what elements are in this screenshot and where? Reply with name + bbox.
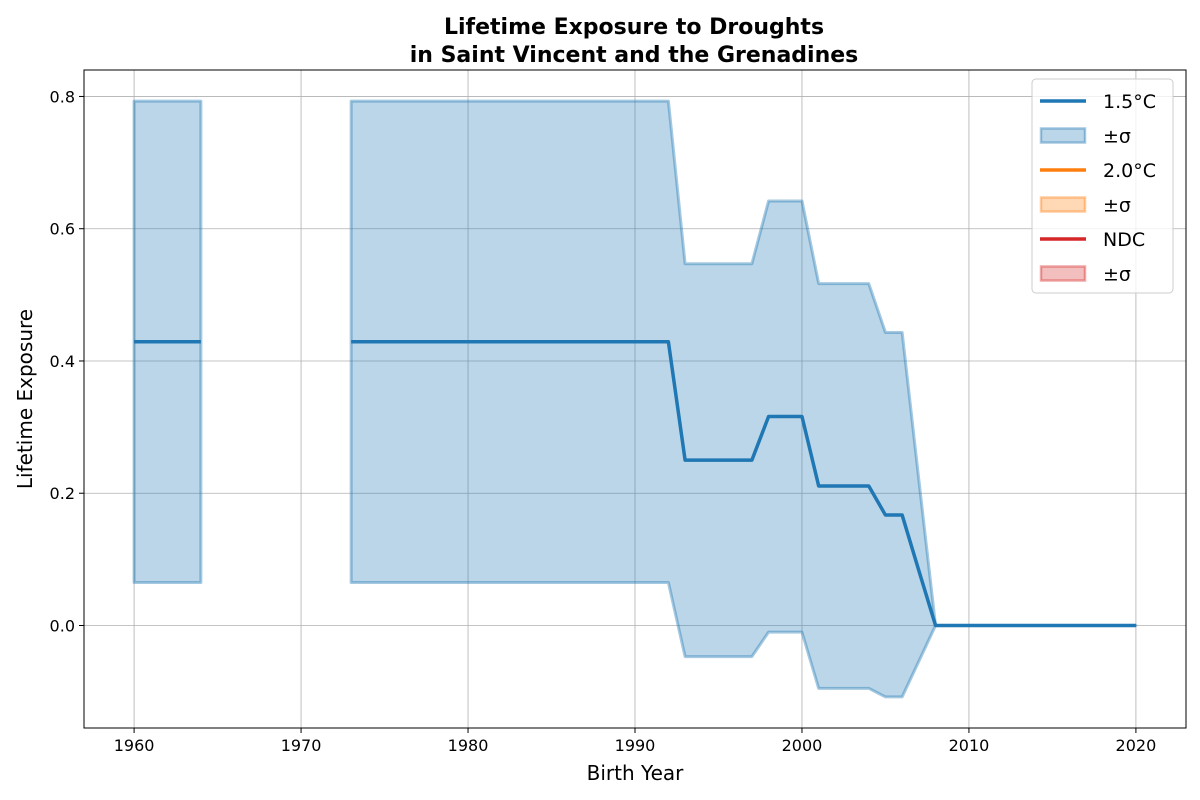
legend-patch-swatch [1039,127,1087,144]
legend-label: ±σ [1103,195,1131,217]
x-tick-label: 1990 [615,736,656,755]
legend-patch-swatch [1039,265,1087,282]
y-tick-label: 0.4 [50,352,75,371]
legend-label: 2.0°C [1103,160,1156,182]
legend-label: ±σ [1103,264,1131,286]
series-lines [134,340,1136,628]
chart-title-line-2: in Saint Vincent and the Grenadines [410,43,859,68]
legend-label: 1.5°C [1103,91,1156,113]
y-tick-label: 0.2 [50,484,75,503]
y-tick-label: 0.8 [50,87,75,106]
legend-patch-swatch [1039,196,1087,213]
y-tick-label: 0.0 [50,616,75,635]
x-tick-label: 2000 [782,736,823,755]
series-line [351,340,1136,628]
legend-label: ±σ [1103,126,1131,148]
legend: 1.5°C ±σ 2.0°C ±σ NDC ±σ [1031,78,1174,294]
chart-title-line-1: Lifetime Exposure to Droughts [444,15,824,40]
x-axis-ticks: 1960 1970 1980 1990 2000 2010 2020 [114,728,1157,755]
x-tick-label: 2020 [1116,736,1157,755]
y-tick-label: 0.6 [50,220,75,239]
y-axis-label: Lifetime Exposure [13,309,37,489]
legend-label: NDC [1103,229,1145,251]
x-tick-label: 1970 [281,736,322,755]
x-axis-label: Birth Year [587,761,684,785]
x-tick-label: 1960 [114,736,155,755]
grid [84,70,1186,728]
y-axis-ticks: 0.0 0.2 0.4 0.6 0.8 [50,87,84,635]
x-tick-label: 2010 [949,736,990,755]
x-tick-label: 1980 [448,736,489,755]
